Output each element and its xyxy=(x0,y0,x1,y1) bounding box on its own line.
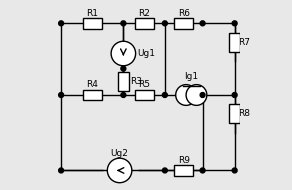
Circle shape xyxy=(121,66,126,71)
Text: Ug2: Ug2 xyxy=(111,149,128,158)
Text: R3: R3 xyxy=(130,77,142,86)
Circle shape xyxy=(232,21,237,26)
Bar xyxy=(118,72,128,91)
Circle shape xyxy=(200,21,205,26)
Circle shape xyxy=(59,21,64,26)
Bar xyxy=(135,90,154,100)
Circle shape xyxy=(200,93,205,97)
Circle shape xyxy=(232,93,237,97)
Text: R6: R6 xyxy=(178,9,190,18)
Bar xyxy=(230,33,240,52)
Bar xyxy=(174,18,193,28)
Circle shape xyxy=(232,168,237,173)
Circle shape xyxy=(186,85,207,105)
Text: R7: R7 xyxy=(238,38,250,47)
Text: R8: R8 xyxy=(238,109,250,118)
Bar xyxy=(83,18,102,28)
Circle shape xyxy=(59,93,64,97)
Bar xyxy=(174,165,193,176)
Circle shape xyxy=(176,85,197,105)
Text: R2: R2 xyxy=(138,9,150,18)
Text: R4: R4 xyxy=(86,80,98,89)
Text: R9: R9 xyxy=(178,156,190,165)
Circle shape xyxy=(107,158,132,183)
Bar xyxy=(83,90,102,100)
Bar xyxy=(135,18,154,28)
Circle shape xyxy=(111,41,135,66)
Circle shape xyxy=(162,168,167,173)
Circle shape xyxy=(121,93,126,97)
Circle shape xyxy=(59,168,64,173)
Circle shape xyxy=(121,21,126,26)
Bar xyxy=(230,105,240,123)
Circle shape xyxy=(162,21,167,26)
Text: R5: R5 xyxy=(138,80,150,89)
Circle shape xyxy=(200,168,205,173)
Circle shape xyxy=(162,93,167,97)
Text: Ug1: Ug1 xyxy=(138,49,156,58)
Text: R1: R1 xyxy=(86,9,98,18)
Text: Ig1: Ig1 xyxy=(184,72,198,81)
